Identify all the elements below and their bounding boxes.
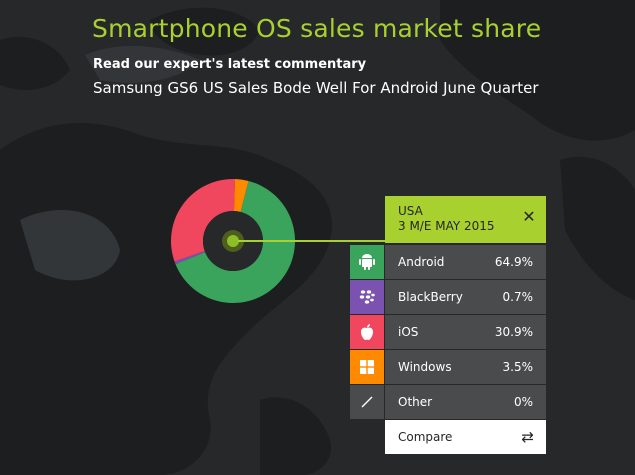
market-share-panel: USA 3 M/E MAY 2015 ✕ Android 64.9% Black… [350,196,546,454]
os-row-other[interactable]: Other 0% [350,385,546,419]
article-link[interactable]: Samsung GS6 US Sales Bode Well For Andro… [93,79,539,97]
donut-slice-ios[interactable] [171,179,236,262]
connector-line [238,240,386,242]
donut-slice-blackberry[interactable] [174,250,206,265]
os-name: Other [398,395,433,409]
compare-button[interactable]: Compare ⇄ [385,420,546,454]
os-row-android[interactable]: Android 64.9% [350,245,546,279]
page-title: Smartphone OS sales market share [92,14,542,43]
os-row-windows[interactable]: Windows 3.5% [350,350,546,384]
os-name: Windows [398,360,452,374]
donut-slice-windows[interactable] [233,179,249,212]
os-share-value: 64.9% [494,255,533,269]
commentary-heading: Read our expert's latest commentary [93,57,367,72]
donut-slice-android[interactable] [175,180,295,303]
period-label: 3 M/E MAY 2015 [398,219,495,233]
slash-icon [350,385,384,419]
os-share-value: 0% [513,395,533,409]
panel-header: USA 3 M/E MAY 2015 ✕ [385,196,546,243]
os-row-blackberry[interactable]: BlackBerry 0.7% [350,280,546,314]
os-share-value: 0.7% [502,290,534,304]
os-name: iOS [398,325,419,339]
swap-arrows-icon: ⇄ [521,428,534,446]
center-marker-dot [227,235,239,247]
os-name: Android [398,255,445,269]
region-label: USA [398,204,423,218]
market-share-donut-chart[interactable] [170,178,296,304]
apple-icon [350,315,384,349]
android-icon [350,245,384,279]
compare-label: Compare [398,430,453,444]
close-icon[interactable]: ✕ [522,207,536,226]
blackberry-icon [350,280,384,314]
os-row-ios[interactable]: iOS 30.9% [350,315,546,349]
os-name: BlackBerry [398,290,463,304]
windows-icon [350,350,384,384]
os-share-value: 3.5% [502,360,534,374]
os-share-value: 30.9% [494,325,533,339]
